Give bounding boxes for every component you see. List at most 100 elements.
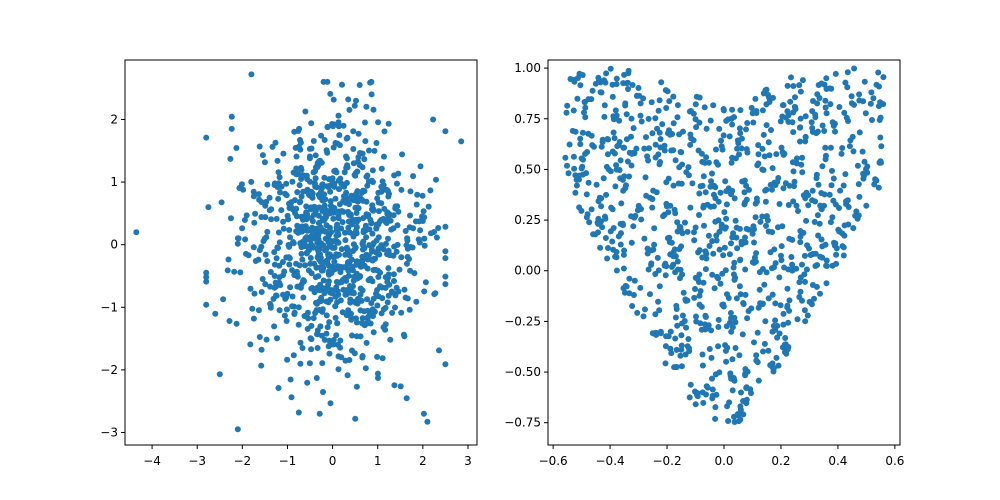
scatter-point (346, 357, 353, 363)
scatter-point (700, 173, 707, 180)
scatter-point (339, 219, 346, 226)
scatter-point (640, 313, 647, 320)
scatter-point (755, 151, 762, 158)
scatter-point (797, 115, 804, 122)
right-axes-frame (547, 59, 901, 446)
scatter-point (790, 168, 797, 175)
scatter-point (728, 328, 735, 335)
scatter-point (326, 251, 333, 258)
scatter-point (260, 238, 267, 245)
scatter-point (381, 205, 388, 212)
scatter-point (804, 242, 811, 249)
scatter-point (686, 394, 693, 401)
scatter-point (275, 195, 282, 202)
scatter-point (359, 150, 366, 157)
scatter-point (795, 208, 801, 214)
scatter-point (352, 170, 359, 177)
scatter-point (723, 323, 730, 330)
scatter-point (278, 207, 285, 214)
scatter-point (420, 410, 427, 417)
scatter-point (319, 360, 326, 367)
scatter-point (271, 249, 278, 256)
scatter-point (337, 297, 344, 304)
scatter-point (861, 78, 868, 85)
scatter-point (686, 348, 693, 354)
scatter-point (799, 77, 806, 84)
scatter-point (384, 210, 391, 217)
scatter-point (442, 128, 449, 135)
scatter-point (709, 375, 715, 382)
scatter-point (600, 175, 607, 182)
scatter-point (303, 203, 310, 210)
scatter-point (697, 183, 704, 190)
scatter-point (731, 195, 738, 202)
scatter-point (335, 112, 342, 119)
scatter-point (684, 297, 691, 304)
scatter-point (800, 192, 807, 199)
scatter-point (763, 222, 769, 229)
scatter-point (309, 224, 316, 231)
scatter-point (327, 188, 334, 195)
scatter-point (361, 262, 368, 269)
scatter-point (283, 318, 290, 324)
scatter-point (342, 251, 349, 258)
left-scatter-axes: −4 −3 −2 −1 0 1 2 3 −3 −2 −1 0 1 2 (100, 59, 478, 468)
scatter-point (385, 265, 392, 272)
scatter-point (670, 182, 677, 189)
scatter-point (350, 233, 357, 240)
scatter-point (710, 102, 717, 109)
scatter-point (856, 129, 863, 136)
scatter-point (647, 291, 653, 298)
scatter-point (396, 266, 403, 273)
scatter-point (823, 257, 830, 264)
scatter-point (709, 392, 716, 399)
scatter-point (332, 303, 339, 310)
scatter-point (435, 225, 442, 231)
scatter-point (334, 320, 341, 327)
scatter-point (812, 198, 819, 205)
scatter-point (853, 208, 860, 215)
scatter-point (332, 314, 339, 321)
scatter-point (323, 147, 330, 154)
scatter-point (321, 137, 328, 143)
scatter-point (760, 131, 767, 138)
scatter-point (353, 258, 360, 265)
scatter-point (370, 295, 377, 302)
scatter-point (605, 245, 611, 251)
scatter-point (778, 252, 784, 259)
scatter-point (337, 263, 344, 270)
scatter-point (581, 109, 587, 116)
scatter-point (678, 332, 685, 339)
scatter-point (737, 291, 744, 298)
scatter-point (612, 253, 619, 260)
scatter-point (271, 261, 278, 268)
scatter-point (233, 145, 240, 151)
scatter-point (311, 289, 318, 296)
scatter-point (352, 227, 359, 234)
scatter-point (379, 295, 386, 302)
scatter-point (741, 177, 748, 184)
scatter-point (330, 123, 336, 130)
scatter-point (375, 208, 382, 215)
scatter-point (841, 232, 848, 239)
scatter-point (663, 179, 670, 186)
scatter-point (421, 288, 428, 295)
scatter-point (597, 244, 604, 251)
scatter-point (338, 354, 345, 361)
scatter-point (308, 145, 315, 152)
scatter-point (319, 262, 326, 269)
scatter-point (607, 65, 614, 72)
scatter-point (829, 214, 836, 221)
scatter-point (395, 288, 402, 295)
scatter-point (328, 270, 335, 276)
scatter-point (808, 119, 815, 126)
scatter-point (656, 97, 663, 104)
scatter-point (379, 355, 386, 362)
scatter-point (275, 169, 282, 176)
scatter-point (818, 236, 825, 243)
scatter-point (304, 379, 311, 386)
scatter-point (726, 133, 733, 140)
scatter-point (637, 100, 644, 107)
scatter-point (745, 308, 752, 315)
scatter-point (233, 320, 240, 327)
